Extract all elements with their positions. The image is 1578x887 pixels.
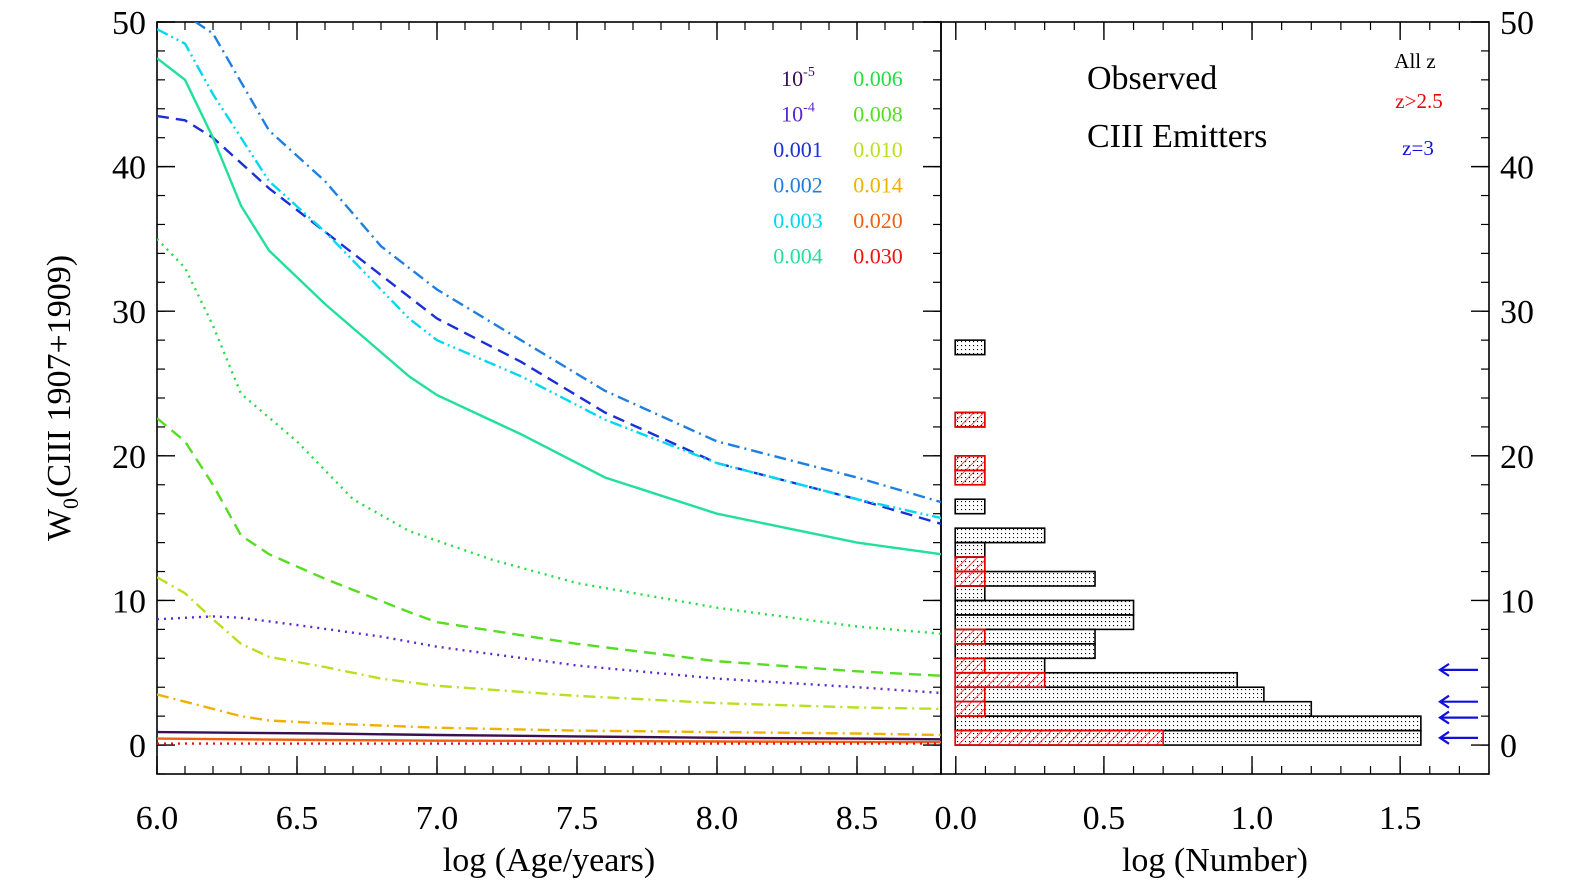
z3-arrows [1438, 662, 1478, 745]
series-line-10 [157, 737, 941, 744]
series-line-6 [157, 238, 941, 635]
z3-arrow-1 [1438, 710, 1478, 725]
legend-entry-0: 10-5 [781, 65, 815, 91]
hist-bar-z25-9 [954, 455, 986, 472]
series-line-3 [193, 22, 941, 504]
legend-entry-5: 0.004 [773, 244, 823, 269]
y-tick-label: 50 [112, 5, 146, 42]
x-tick-label: 6.0 [136, 800, 179, 837]
x-tick-label: 8.5 [836, 800, 879, 837]
left-plot-frame [156, 21, 942, 775]
series-line-5 [157, 57, 941, 556]
hist-bar-z25-2 [954, 686, 986, 703]
hist-bar-Allz-2 [954, 700, 1313, 717]
series-line-1 [157, 615, 941, 695]
right-tick-labels: 0.0 0.5 1.0 1.5 0 10 20 30 40 50 [935, 5, 1534, 837]
legend-entry-3: 0.002 [773, 173, 823, 198]
hist-bar-z25-5 [954, 628, 986, 645]
metallicity-legend: 10-5 10-4 0.001 0.002 0.003 0.004 0.006 0.008 0.… [773, 65, 903, 269]
left-tick-labels: 6.0 6.5 7.0 7.5 8.0 8.5 0 10 20 30 40 50 [112, 5, 878, 837]
y-tick-label: 30 [112, 294, 146, 331]
hist-bar-Allz-10 [954, 585, 986, 602]
y-axis-title-rest: (CIII 1907+1909) [41, 255, 78, 498]
hist-x-tick-label: 0.0 [935, 800, 978, 837]
z-gt-2p5-histogram [954, 411, 1164, 746]
hist-bar-Allz-19 [954, 339, 986, 356]
hist-bar-Allz-1 [954, 715, 1422, 732]
left-axis-ticks [156, 21, 942, 775]
y-tick-label: 10 [112, 583, 146, 620]
y-axis-title-main: W [41, 508, 78, 541]
hist-x-tick-label: 1.5 [1379, 800, 1422, 837]
x-tick-label: 8.0 [696, 800, 739, 837]
y-axis-title-subscript: 0 [58, 498, 83, 509]
series-line-8 [157, 576, 941, 711]
series-line-2 [157, 114, 941, 525]
hist-y-tick-label: 50 [1500, 5, 1534, 42]
legend-entry-10: 0.020 [853, 208, 903, 233]
legend-entry-1: 10-4 [781, 101, 815, 127]
svg-text:W0(CIII 1907+1909): W0(CIII 1907+1909) [41, 255, 83, 541]
hist-bar-z25-1 [954, 700, 986, 717]
hist-y-tick-label: 20 [1500, 439, 1534, 476]
y-tick-label: 40 [112, 150, 146, 187]
hist-bar-Allz-6 [954, 643, 1096, 660]
series-line-4 [157, 28, 941, 520]
hist-x-tick-label: 0.5 [1083, 800, 1126, 837]
legend-entry-6: 0.006 [853, 66, 903, 91]
y-tick-label: 0 [129, 728, 146, 765]
hist-y-tick-label: 0 [1500, 728, 1517, 765]
y-tick-label: 20 [112, 439, 146, 476]
hist-bar-z25-8 [954, 469, 986, 486]
hist-bar-z25-0 [954, 729, 1164, 746]
legend-entry-11: 0.030 [853, 244, 903, 269]
hist-bar-z25-6 [954, 570, 986, 587]
x-axis-title-right: log (Number) [1122, 842, 1308, 879]
hist-bar-Allz-14 [954, 527, 1046, 544]
panel-title-line-2: CIII Emitters [1087, 118, 1267, 155]
hist-bar-Allz-3 [954, 686, 1265, 703]
legend-z3: z=3 [1402, 136, 1434, 160]
right-axis-ticks [955, 21, 1489, 775]
hist-bar-z25-10 [954, 411, 986, 428]
metallicity-lines [157, 22, 941, 745]
hist-bar-z25-7 [954, 556, 986, 573]
legend-all-z: All z [1394, 49, 1435, 73]
hist-y-tick-label: 10 [1500, 583, 1534, 620]
hist-y-tick-label: 30 [1500, 294, 1534, 331]
hist-bar-Allz-9 [954, 599, 1135, 616]
hist-x-tick-label: 1.0 [1231, 800, 1274, 837]
legend-entry-9: 0.014 [853, 173, 903, 198]
x-tick-label: 7.5 [556, 800, 599, 837]
z3-arrow-0 [1438, 730, 1478, 745]
hist-y-tick-label: 40 [1500, 150, 1534, 187]
hist-bar-Allz-8 [954, 614, 1135, 631]
series-line-0 [157, 730, 941, 741]
legend-entry-8: 0.010 [853, 137, 903, 162]
hist-bar-Allz-15 [954, 498, 986, 515]
hist-bar-z25-4 [954, 657, 986, 674]
legend-entry-2: 0.001 [773, 137, 823, 162]
z3-arrow-3 [1438, 662, 1478, 677]
legend-entry-7: 0.008 [853, 102, 903, 127]
z3-arrow-2 [1438, 694, 1478, 709]
x-axis-title-left: log (Age/years) [443, 842, 655, 879]
series-line-9 [157, 693, 941, 737]
x-tick-label: 6.5 [276, 800, 319, 837]
panel-title-line-1: Observed [1087, 60, 1217, 97]
hist-bar-z25-3 [954, 671, 1046, 689]
hist-bar-Allz-13 [954, 541, 986, 558]
legend-z-gt-2p5: z>2.5 [1395, 89, 1442, 113]
y-axis-title: W0(CIII 1907+1909) [41, 255, 83, 541]
x-tick-label: 7.0 [416, 800, 459, 837]
series-line-7 [157, 417, 941, 677]
legend-entry-4: 0.003 [773, 208, 823, 233]
